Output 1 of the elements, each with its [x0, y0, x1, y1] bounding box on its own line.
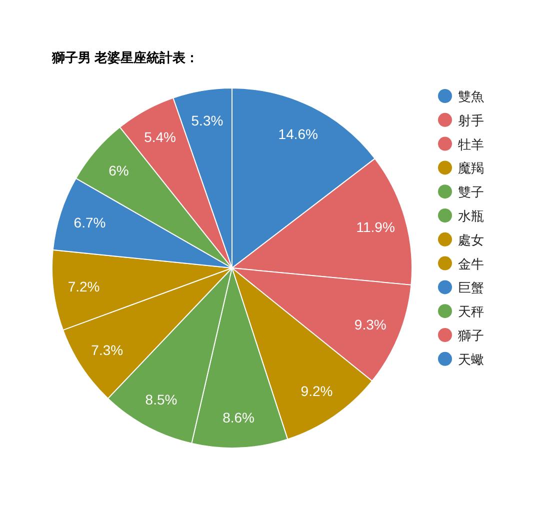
title: 獅子男 老婆星座統計表：	[52, 50, 199, 65]
